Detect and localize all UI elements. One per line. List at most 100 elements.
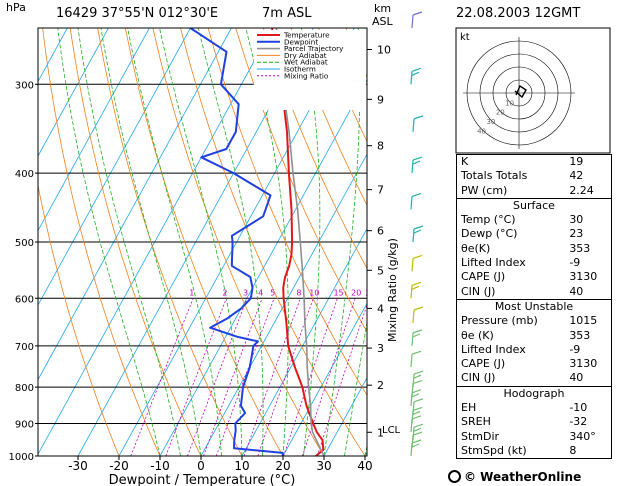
temp-tick-label: -20 bbox=[109, 459, 129, 473]
index-label: CAPE (J) bbox=[461, 357, 506, 371]
wind-barb-flag bbox=[412, 11, 423, 16]
legend-label: Temperature bbox=[283, 31, 330, 40]
mixing-ratio-line bbox=[316, 303, 367, 456]
index-value: -9 bbox=[569, 342, 581, 356]
km-tick-label: 4 bbox=[377, 302, 384, 315]
temp-tick-label: -10 bbox=[150, 459, 170, 473]
mixing-ratio-line bbox=[203, 298, 263, 456]
wind-barb-flag bbox=[411, 67, 422, 72]
index-label: CAPE (J) bbox=[461, 270, 506, 284]
wind-barb-flag bbox=[412, 406, 423, 412]
wind-barb-flag bbox=[411, 393, 420, 398]
index-value: 8 bbox=[569, 443, 577, 457]
index-row: StmDir 340° bbox=[457, 430, 611, 444]
wet-adiabat-line bbox=[57, 28, 161, 456]
index-label: Lifted Index bbox=[461, 342, 526, 356]
km-label: km bbox=[374, 2, 392, 15]
dry-adiabat-line bbox=[207, 28, 367, 397]
dewpoint-profile bbox=[189, 28, 284, 456]
index-label: StmSpd (kt) bbox=[461, 443, 527, 457]
dry-adiabat-line bbox=[38, 183, 120, 456]
pressure-tick-label: 700 bbox=[15, 342, 34, 353]
wet-adiabat-line bbox=[127, 28, 222, 456]
mixing-ratio-line bbox=[302, 298, 356, 456]
km-tick-label: 8 bbox=[377, 140, 384, 153]
wind-barb bbox=[411, 14, 414, 29]
isotherm-line bbox=[38, 28, 109, 157]
wind-barb-flag bbox=[411, 285, 420, 290]
index-row: CIN (J) 40 bbox=[457, 371, 611, 386]
index-row: θe(K) 353 bbox=[457, 242, 611, 256]
index-row: CIN (J) 40 bbox=[457, 285, 611, 300]
wind-barb bbox=[412, 228, 415, 243]
km-tick-label: 9 bbox=[377, 93, 384, 106]
hodograph-unit-label: kt bbox=[460, 32, 470, 43]
pressure-tick-label: 400 bbox=[15, 169, 34, 180]
temp-tick-label: 40 bbox=[357, 459, 372, 473]
index-row: EH -10 bbox=[457, 401, 611, 415]
wind-barb bbox=[411, 258, 414, 272]
wind-barb-flag bbox=[412, 333, 421, 338]
mixing-ratio-label: 1 bbox=[189, 288, 194, 297]
wet-adiabat-line bbox=[159, 28, 243, 456]
mixing-ratio-label: 4 bbox=[258, 288, 263, 297]
legend-label: Parcel Trajectory bbox=[284, 44, 344, 53]
indices-panel: K 19 Totals Totals 42 PW (cm) 2.24 Surface Temp… bbox=[456, 154, 612, 460]
index-value: 3130 bbox=[569, 357, 598, 371]
pressure-tick-label: 900 bbox=[15, 419, 34, 430]
index-row: Temp (°C) 30 bbox=[457, 213, 611, 227]
index-value: 2.24 bbox=[569, 183, 594, 197]
mixing-ratio-line bbox=[165, 298, 227, 456]
index-value: 40 bbox=[569, 284, 584, 298]
mixing-ratio-label: 3 bbox=[243, 288, 248, 297]
hodograph-trace bbox=[514, 84, 527, 99]
index-value: -32 bbox=[569, 415, 588, 429]
wind-barb-flag bbox=[411, 192, 422, 198]
index-label: Pressure (mb) bbox=[461, 314, 538, 328]
index-row: CAPE (J) 3130 bbox=[457, 270, 611, 284]
wind-barb-flag bbox=[413, 115, 424, 120]
wind-barb bbox=[411, 332, 414, 346]
wind-barb-flag bbox=[412, 254, 423, 259]
wind-barb bbox=[410, 354, 413, 368]
temp-tick-label: -30 bbox=[68, 459, 88, 473]
km-tick-label: 6 bbox=[377, 225, 384, 238]
wind-barb-flag bbox=[411, 415, 422, 420]
legend-label: Dewpoint bbox=[284, 37, 318, 46]
wet-adiabat-line bbox=[100, 28, 202, 456]
index-row: K 19 bbox=[457, 155, 611, 169]
wind-barb bbox=[412, 118, 415, 132]
index-label: CIN (J) bbox=[461, 284, 496, 298]
mixing-ratio-label: 10 bbox=[309, 288, 319, 297]
km-tick-label: 3 bbox=[377, 342, 384, 355]
index-value: -10 bbox=[569, 401, 588, 415]
wind-barb bbox=[410, 196, 413, 210]
legend-label: Dry Adiabat bbox=[284, 51, 327, 60]
wind-barb-flag bbox=[411, 443, 420, 448]
wet-adiabat-line bbox=[77, 28, 181, 456]
wet-adiabat-line bbox=[197, 28, 264, 456]
dry-adiabat-line bbox=[152, 28, 325, 456]
index-row: PW (cm) 2.24 bbox=[457, 184, 611, 199]
index-value: 30 bbox=[569, 213, 584, 227]
wet-adiabat-line bbox=[323, 28, 361, 456]
sounding-datetime: 22.08.2003 12GMT bbox=[456, 6, 581, 21]
wind-barb-flag bbox=[413, 427, 422, 432]
index-label: θe (K) bbox=[461, 328, 494, 342]
mixing-ratio-label: 15 bbox=[333, 288, 343, 297]
wind-barb-flag bbox=[412, 410, 421, 416]
hodograph-ring-label: 40 bbox=[477, 127, 486, 135]
isotherm-line bbox=[323, 376, 367, 456]
index-value: 42 bbox=[569, 169, 584, 183]
wind-barb bbox=[412, 401, 415, 415]
mixing-ratio-line bbox=[215, 298, 275, 456]
km-tick-label: 10 bbox=[377, 43, 391, 56]
wind-barb-flag bbox=[413, 423, 424, 428]
lcl-label: LCL bbox=[382, 425, 401, 436]
index-value: 40 bbox=[569, 371, 584, 385]
dry-adiabat-line bbox=[180, 28, 366, 456]
index-value: 353 bbox=[569, 241, 591, 255]
index-value: 19 bbox=[569, 155, 584, 168]
weatheronline-logo: © WeatherOnline bbox=[448, 470, 581, 484]
